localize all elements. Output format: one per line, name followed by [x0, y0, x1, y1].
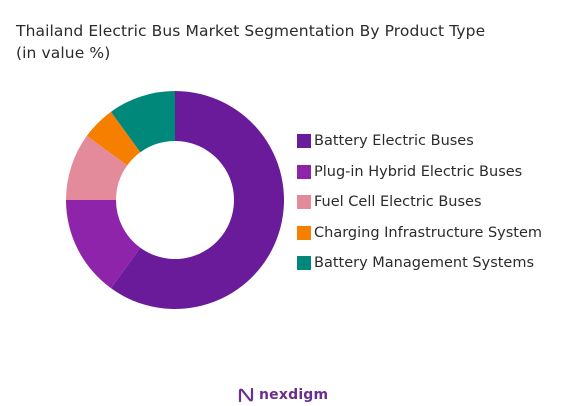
donut-slice-battery-management-systems — [110, 91, 175, 153]
legend-label: Battery Electric Buses — [314, 133, 474, 150]
legend-item: Plug-in Hybrid Electric Buses — [297, 157, 565, 188]
legend-label: Plug-in Hybrid Electric Buses — [314, 163, 523, 180]
brand-logo: nexdigm — [237, 385, 328, 405]
legend-item: Charging Infrastructure System — [297, 218, 565, 249]
legend-item: Battery Electric Buses — [297, 126, 565, 157]
donut-slice-plug-in-hybrid-electric-buses — [66, 200, 141, 289]
chart-title: Thailand Electric Bus Market Segmentatio… — [16, 22, 486, 40]
donut-slice-fuel-cell-electric-buses — [66, 135, 128, 200]
chart-legend: Battery Electric Buses Plug-in Hybrid Ele… — [297, 126, 565, 279]
legend-swatch — [297, 195, 311, 210]
chart-subtitle: (in value %) — [16, 44, 111, 62]
legend-label: Fuel Cell Electric Buses — [314, 194, 482, 211]
legend-label: Battery Management Systems — [314, 255, 535, 272]
chart-title-block: Thailand Electric Bus Market Segmentatio… — [16, 20, 556, 64]
legend-label: Charging Infrastructure System — [314, 224, 543, 241]
logo-text: nexdigm — [259, 387, 329, 403]
legend-swatch — [297, 164, 311, 179]
donut-slice-battery-electric-buses — [110, 91, 285, 309]
legend-swatch — [297, 134, 311, 149]
nexdigm-logo-icon — [238, 387, 254, 403]
legend-swatch — [297, 256, 311, 271]
donut-slice-charging-infrastructure-system — [86, 111, 141, 166]
legend-item: Battery Management Systems — [297, 248, 565, 279]
legend-swatch — [297, 225, 311, 240]
legend-item: Fuel Cell Electric Buses — [297, 187, 565, 218]
